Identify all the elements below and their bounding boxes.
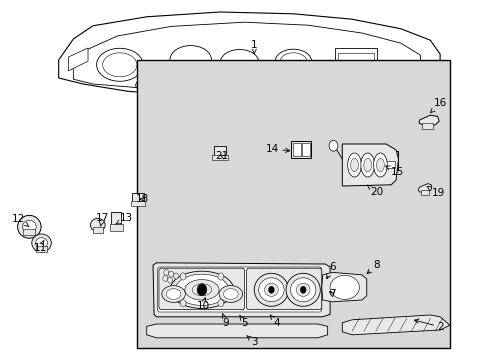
Ellipse shape — [274, 49, 311, 75]
Ellipse shape — [296, 283, 309, 296]
Text: 5: 5 — [239, 315, 247, 328]
Bar — [213, 147, 226, 158]
Text: 21: 21 — [215, 151, 228, 161]
Polygon shape — [73, 22, 420, 90]
Circle shape — [168, 271, 173, 277]
Bar — [291, 141, 310, 158]
Text: 20: 20 — [366, 185, 382, 197]
Ellipse shape — [22, 220, 36, 233]
Bar — [111, 212, 121, 229]
Bar — [36, 246, 47, 252]
Bar — [110, 224, 122, 231]
Ellipse shape — [18, 215, 41, 238]
Bar — [212, 156, 227, 160]
Polygon shape — [417, 184, 430, 192]
Circle shape — [180, 300, 185, 307]
Text: 9: 9 — [222, 314, 229, 328]
Ellipse shape — [102, 53, 137, 77]
Text: 10: 10 — [196, 298, 209, 311]
Ellipse shape — [170, 46, 211, 75]
Ellipse shape — [373, 153, 386, 177]
Circle shape — [197, 284, 206, 296]
Circle shape — [173, 273, 178, 279]
Text: 1: 1 — [250, 40, 257, 54]
Bar — [93, 227, 102, 233]
Text: 14: 14 — [265, 144, 289, 154]
Bar — [338, 53, 373, 80]
Ellipse shape — [90, 219, 105, 231]
Bar — [380, 161, 394, 168]
Ellipse shape — [96, 48, 142, 81]
Polygon shape — [59, 12, 439, 97]
Text: 6: 6 — [326, 262, 335, 279]
Polygon shape — [321, 273, 366, 302]
Bar — [132, 193, 143, 204]
Ellipse shape — [162, 285, 185, 302]
Text: 15: 15 — [385, 166, 403, 177]
Text: 3: 3 — [246, 336, 257, 347]
Circle shape — [218, 300, 224, 307]
Ellipse shape — [184, 280, 219, 300]
Polygon shape — [146, 324, 327, 338]
Polygon shape — [342, 144, 398, 186]
Text: 7: 7 — [328, 289, 335, 299]
Circle shape — [300, 286, 305, 293]
Ellipse shape — [220, 49, 259, 77]
Ellipse shape — [175, 274, 228, 305]
Ellipse shape — [376, 158, 384, 172]
Ellipse shape — [170, 271, 233, 309]
Ellipse shape — [264, 283, 278, 296]
Ellipse shape — [254, 273, 288, 306]
Polygon shape — [159, 268, 244, 310]
Circle shape — [218, 273, 224, 280]
Ellipse shape — [32, 234, 51, 252]
Ellipse shape — [136, 76, 182, 94]
Polygon shape — [246, 268, 321, 310]
Text: 19: 19 — [427, 186, 444, 198]
Text: 13: 13 — [115, 213, 133, 224]
Ellipse shape — [223, 289, 238, 300]
Circle shape — [163, 275, 167, 282]
Polygon shape — [157, 267, 321, 312]
Circle shape — [328, 140, 337, 151]
Ellipse shape — [192, 284, 211, 296]
Text: 12: 12 — [12, 214, 29, 227]
Text: 4: 4 — [270, 315, 279, 328]
Ellipse shape — [329, 275, 359, 300]
Bar — [131, 201, 144, 206]
Ellipse shape — [36, 238, 47, 248]
Text: 18: 18 — [136, 194, 149, 204]
Bar — [334, 48, 376, 83]
Bar — [293, 143, 300, 156]
Bar — [302, 143, 309, 156]
Ellipse shape — [290, 278, 315, 302]
Text: 17: 17 — [96, 213, 109, 226]
Circle shape — [180, 273, 185, 280]
Bar — [137, 60, 449, 348]
Polygon shape — [342, 315, 449, 335]
Text: 16: 16 — [429, 98, 446, 113]
Ellipse shape — [258, 278, 284, 302]
Ellipse shape — [219, 285, 242, 302]
Circle shape — [163, 269, 168, 275]
Text: 2: 2 — [413, 319, 444, 332]
Text: 11: 11 — [33, 240, 47, 253]
Bar — [378, 151, 397, 170]
Polygon shape — [153, 263, 329, 317]
Bar — [23, 229, 35, 235]
Circle shape — [167, 277, 172, 283]
Ellipse shape — [360, 153, 374, 177]
Polygon shape — [418, 115, 438, 126]
Ellipse shape — [285, 273, 320, 306]
Circle shape — [268, 286, 274, 293]
Ellipse shape — [166, 289, 181, 300]
Bar — [420, 190, 428, 195]
Ellipse shape — [350, 158, 358, 172]
Ellipse shape — [279, 53, 306, 71]
Bar — [421, 123, 432, 129]
Text: 8: 8 — [366, 260, 379, 274]
Polygon shape — [68, 48, 88, 71]
Ellipse shape — [347, 153, 361, 177]
Ellipse shape — [363, 158, 371, 172]
